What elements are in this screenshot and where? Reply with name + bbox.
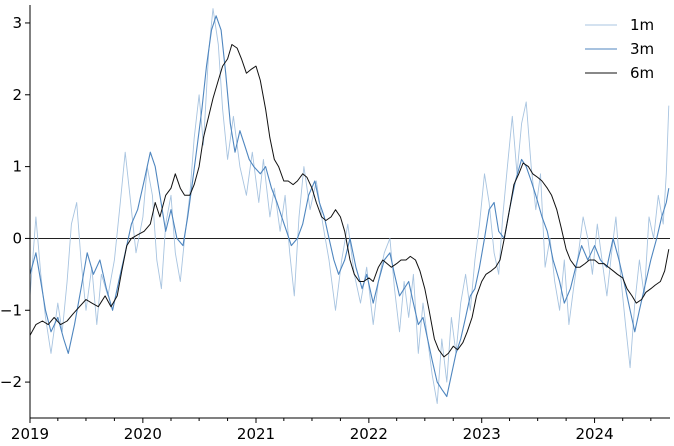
y-tick-label: 2	[12, 86, 22, 104]
axes-layer: −2 −1 0 1 2 3 2019 2020 2021 2022 2023 2024	[0, 5, 670, 443]
series-layer	[30, 8, 670, 405]
series-line-6m	[30, 44, 670, 358]
x-tick-label: 2019	[11, 425, 49, 443]
series-line-3m	[30, 15, 670, 398]
y-tick-label: 1	[12, 158, 22, 176]
y-tick-label: −2	[0, 373, 22, 391]
y-tick-label: 0	[12, 229, 22, 247]
legend-label-1m: 1m	[630, 16, 654, 34]
x-tick-label: 2021	[237, 425, 275, 443]
series-line-1m	[30, 8, 670, 405]
legend-label-6m: 6m	[630, 64, 654, 82]
y-tick-label: 3	[12, 14, 22, 32]
x-tick-label: 2023	[463, 425, 501, 443]
x-tick-label: 2024	[575, 425, 613, 443]
legend: 1m 3m 6m	[585, 16, 654, 82]
x-tick-label: 2020	[124, 425, 162, 443]
legend-label-3m: 3m	[630, 40, 654, 58]
x-tick-label: 2022	[350, 425, 388, 443]
y-tick-label: −1	[0, 301, 22, 319]
